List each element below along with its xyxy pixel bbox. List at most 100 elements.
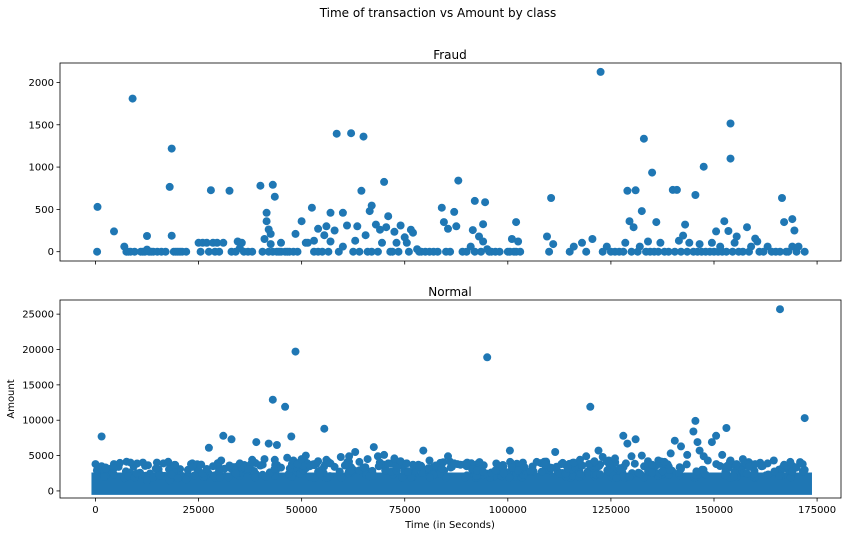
normal-point	[576, 469, 585, 478]
fraud-point	[347, 129, 356, 138]
fraud-point	[495, 247, 504, 256]
fraud-point	[266, 240, 275, 249]
normal-point	[425, 456, 434, 465]
fraud-point	[780, 218, 789, 227]
normal-point	[475, 458, 484, 467]
normal-point	[677, 442, 685, 451]
normal-point	[227, 435, 236, 444]
normal-point	[272, 441, 281, 449]
fraud-point	[318, 247, 327, 256]
fraud-axes-frame	[59, 62, 842, 262]
normal-point	[403, 468, 412, 476]
normal-point	[757, 462, 766, 471]
fraud-point	[679, 231, 688, 240]
normal-point	[604, 456, 613, 465]
fraud-point	[507, 235, 516, 243]
normal-point	[425, 473, 434, 482]
fraud-point	[326, 237, 335, 246]
fraud-points	[93, 67, 809, 256]
fraud-y-axis: 0 500 1000 1500 2000	[29, 78, 60, 258]
normal-x-tick-label: 150000	[695, 505, 733, 516]
normal-point	[409, 460, 417, 469]
fraud-point	[654, 247, 663, 256]
normal-y-tick-label: 10000	[22, 416, 54, 427]
fraud-point	[110, 227, 118, 236]
normal-point	[97, 432, 106, 441]
normal-point	[726, 456, 735, 465]
fraud-point	[470, 247, 479, 256]
normal-point	[380, 450, 389, 459]
fraud-point	[794, 242, 803, 251]
fraud-point	[343, 221, 351, 230]
fraud-point	[747, 242, 756, 251]
fraud-point	[165, 182, 174, 191]
fraud-point	[790, 226, 799, 235]
normal-point	[625, 473, 634, 481]
fraud-point	[378, 238, 386, 247]
normal-point	[670, 436, 679, 445]
normal-point	[505, 446, 514, 455]
normal-point	[151, 464, 160, 473]
fraud-point	[468, 226, 477, 235]
normal-point	[314, 457, 323, 466]
normal-point	[374, 462, 383, 471]
normal-point	[126, 458, 135, 467]
normal-point	[701, 470, 710, 479]
fraud-point	[161, 247, 170, 256]
normal-point	[143, 476, 151, 485]
normal-point	[712, 431, 721, 440]
normal-point	[268, 395, 277, 404]
normal-y-tick-label: 5000	[29, 451, 54, 462]
fraud-point	[481, 198, 490, 207]
fraud-point	[380, 177, 389, 186]
normal-point	[244, 465, 252, 473]
normal-y-tick-label: 0	[48, 486, 54, 497]
normal-point	[256, 461, 265, 470]
fraud-point	[351, 236, 360, 245]
fraud-point	[167, 144, 176, 153]
fraud-point	[293, 247, 302, 256]
normal-point	[658, 467, 667, 476]
fraud-point	[454, 176, 463, 185]
fraud-point	[543, 232, 551, 241]
fraud-point	[446, 247, 455, 256]
normal-point	[202, 465, 211, 473]
fraud-point	[788, 215, 797, 224]
fraud-point	[444, 224, 452, 233]
normal-point	[691, 416, 700, 425]
normal-point	[563, 464, 572, 473]
fraud-point	[402, 238, 411, 247]
normal-x-tick-label: 100000	[489, 505, 527, 516]
normal-point	[215, 467, 224, 476]
normal-point	[359, 463, 368, 472]
normal-point	[590, 457, 599, 466]
fraud-point	[776, 247, 784, 256]
normal-point	[316, 469, 325, 478]
fraud-point	[324, 247, 333, 256]
fraud-point	[202, 238, 211, 247]
normal-point	[209, 462, 217, 471]
normal-point	[204, 443, 213, 452]
fraud-point	[314, 224, 323, 233]
normal-point	[707, 438, 716, 447]
fraud-point	[396, 221, 405, 230]
fraud-point	[625, 217, 634, 226]
fraud-point	[724, 227, 733, 235]
normal-point	[683, 450, 692, 459]
normal-point	[170, 460, 179, 469]
normal-point	[320, 424, 329, 433]
normal-point	[138, 458, 147, 467]
normal-point	[264, 439, 273, 448]
fraud-point	[256, 181, 265, 190]
normal-point	[776, 305, 784, 314]
normal-point	[225, 461, 234, 470]
normal-point	[627, 452, 636, 461]
fraud-point	[320, 231, 329, 240]
fraud-point	[404, 247, 413, 256]
fraud-point	[225, 186, 234, 195]
normal-point	[287, 432, 296, 441]
normal-point	[722, 424, 731, 432]
normal-point	[182, 475, 191, 484]
fraud-point	[291, 229, 300, 238]
fraud-point	[357, 186, 366, 195]
